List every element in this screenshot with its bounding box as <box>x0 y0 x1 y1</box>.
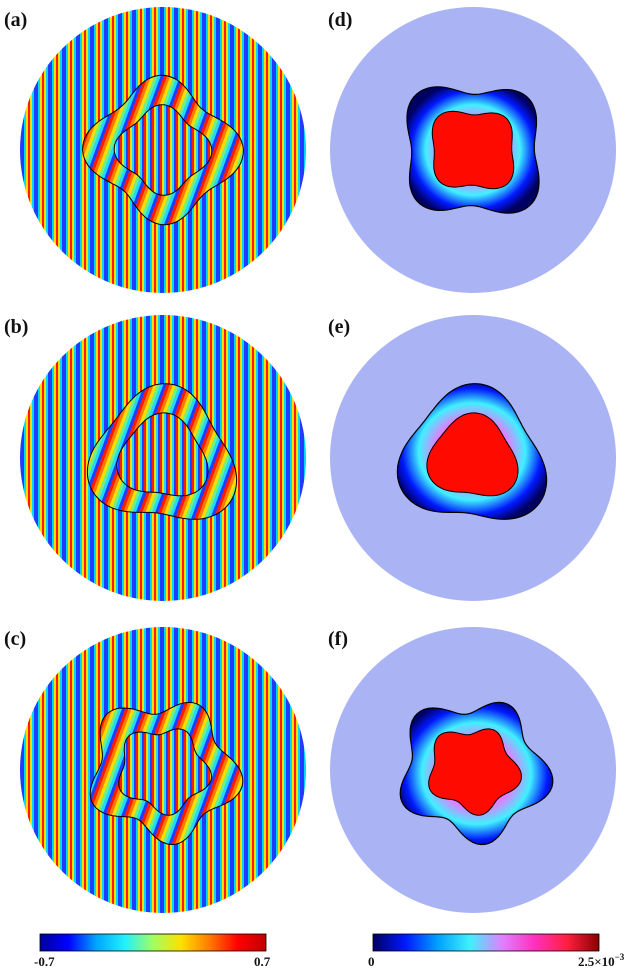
cloak-core <box>426 412 519 497</box>
panel-b-field-map <box>20 315 306 601</box>
panel-label-a: (a) <box>4 9 27 31</box>
intensity-colorbar-max-mantissa: 2.5×10 <box>578 954 615 969</box>
field-colorbar-max-label: 0.7 <box>254 954 271 969</box>
panel-f-intensity-map <box>330 627 616 913</box>
panel-label-b: (b) <box>4 316 28 338</box>
cloak-core <box>118 728 212 816</box>
panel-c-field-map <box>20 627 306 913</box>
panel-label-f: (f) <box>328 628 348 650</box>
field-colorbar <box>39 933 267 952</box>
panel-e-intensity-map <box>330 315 616 601</box>
cloak-core <box>431 110 515 190</box>
cloak-core <box>116 412 209 497</box>
panel-label-d: (d) <box>328 9 352 31</box>
intensity-colorbar-max-label: 2.5×10−3 <box>578 952 625 969</box>
cloak-core <box>428 728 522 816</box>
field-colorbar-min-label: -0.7 <box>34 954 55 969</box>
intensity-colorbar-min-label: 0 <box>368 954 375 969</box>
panel-label-c: (c) <box>4 628 26 650</box>
panel-d-intensity-map <box>330 7 616 293</box>
panel-a-field-map <box>20 7 306 293</box>
intensity-colorbar <box>372 933 600 952</box>
cloak-core <box>113 104 213 196</box>
intensity-colorbar-max-exponent: −3 <box>615 952 625 962</box>
panel-label-e: (e) <box>328 316 350 338</box>
